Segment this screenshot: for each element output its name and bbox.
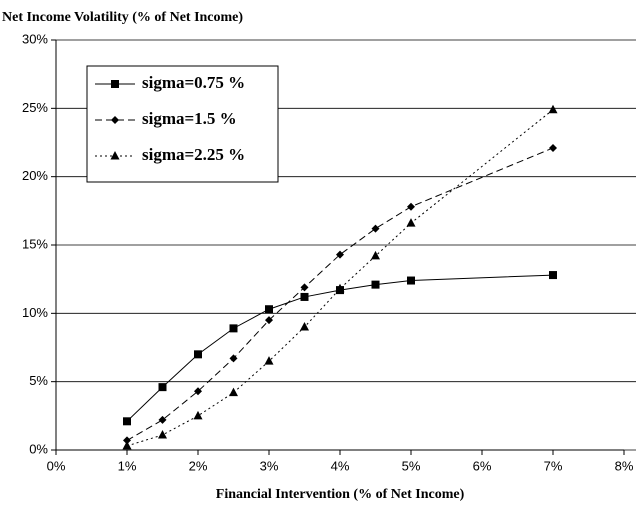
data-point: [335, 283, 345, 293]
data-point: [407, 276, 415, 285]
x-tick-label: 5%: [402, 458, 421, 473]
data-point: [549, 143, 557, 152]
data-point: [158, 383, 167, 392]
x-tick-label: 8%: [615, 458, 634, 473]
series-line: [126, 109, 554, 447]
data-point: [122, 440, 132, 450]
y-tick-label: 15%: [22, 236, 48, 251]
x-tick-label: 1%: [118, 458, 137, 473]
data-point: [300, 292, 309, 301]
x-tick-label: 0%: [47, 458, 66, 473]
x-tick-label: 4%: [331, 458, 350, 473]
data-point: [194, 350, 202, 359]
legend-label: sigma=2.25 %: [142, 145, 245, 164]
data-point: [371, 280, 380, 289]
legend-label: sigma=1.5 %: [142, 109, 237, 128]
data-point: [264, 356, 274, 365]
x-axis-label: Financial Intervention (% of Net Income): [216, 487, 465, 502]
x-tick-label: 7%: [544, 458, 563, 473]
data-point: [371, 224, 380, 233]
data-point: [229, 387, 238, 397]
x-tick-label: 6%: [473, 458, 492, 473]
data-point: [407, 202, 415, 211]
data-point: [300, 283, 309, 292]
y-tick-label: 20%: [22, 168, 48, 183]
y-tick-label: 0%: [29, 441, 48, 456]
chart-title: Net Income Volatility (% of Net Income): [2, 10, 243, 25]
data-point: [229, 324, 238, 333]
data-point: [265, 305, 273, 314]
data-point: [549, 271, 557, 280]
data-point: [371, 250, 380, 260]
data-point: [406, 218, 416, 227]
data-point: [123, 436, 131, 445]
series-line: [126, 147, 554, 441]
data-point: [336, 250, 344, 259]
data-point: [194, 387, 202, 396]
x-tick-label: 3%: [260, 458, 279, 473]
y-tick-label: 10%: [22, 305, 48, 320]
data-point: [548, 104, 558, 114]
data-point: [123, 417, 131, 426]
legend-label: sigma=0.75 %: [142, 73, 245, 92]
data-point: [300, 322, 309, 331]
data-point: [265, 316, 273, 325]
data-point: [229, 354, 238, 363]
y-tick-label: 25%: [22, 100, 48, 115]
legend-marker: [111, 80, 119, 88]
data-point: [193, 410, 203, 420]
y-tick-label: 30%: [22, 31, 48, 46]
x-tick-label: 2%: [189, 458, 208, 473]
legend-marker: [111, 116, 119, 124]
legend-marker: [110, 151, 120, 160]
y-tick-label: 5%: [29, 373, 48, 388]
data-point: [158, 429, 167, 439]
data-point: [158, 415, 167, 424]
series-line: [126, 274, 554, 422]
